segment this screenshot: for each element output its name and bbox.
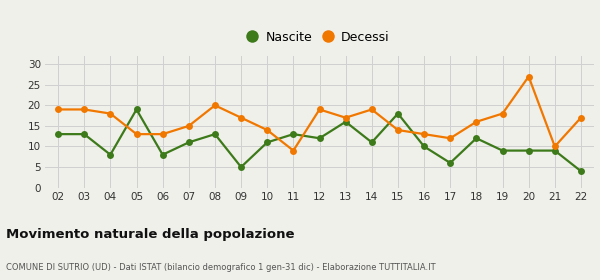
Decessi [368,108,376,111]
Decessi [159,132,166,136]
Decessi [577,116,584,119]
Nascite [238,165,245,169]
Decessi [551,145,559,148]
Nascite [446,161,454,165]
Text: Movimento naturale della popolazione: Movimento naturale della popolazione [6,228,295,241]
Nascite [421,145,428,148]
Decessi [55,108,62,111]
Decessi [238,116,245,119]
Nascite [159,153,166,156]
Decessi [446,137,454,140]
Decessi [342,116,349,119]
Legend: Nascite, Decessi: Nascite, Decessi [244,25,395,49]
Text: COMUNE DI SUTRIO (UD) - Dati ISTAT (bilancio demografico 1 gen-31 dic) - Elabora: COMUNE DI SUTRIO (UD) - Dati ISTAT (bila… [6,263,436,272]
Nascite [211,132,218,136]
Line: Decessi: Decessi [55,73,584,154]
Nascite [290,132,297,136]
Decessi [316,108,323,111]
Line: Nascite: Nascite [55,106,584,175]
Decessi [394,128,401,132]
Nascite [263,141,271,144]
Nascite [185,141,193,144]
Nascite [55,132,62,136]
Decessi [421,132,428,136]
Decessi [185,124,193,128]
Decessi [290,149,297,152]
Nascite [133,108,140,111]
Decessi [133,132,140,136]
Decessi [499,112,506,115]
Nascite [499,149,506,152]
Nascite [342,120,349,123]
Nascite [80,132,88,136]
Decessi [473,120,480,123]
Decessi [107,112,114,115]
Decessi [525,75,532,78]
Decessi [211,104,218,107]
Nascite [394,112,401,115]
Decessi [263,128,271,132]
Nascite [473,137,480,140]
Nascite [551,149,559,152]
Nascite [525,149,532,152]
Nascite [316,137,323,140]
Nascite [577,169,584,173]
Decessi [80,108,88,111]
Nascite [107,153,114,156]
Nascite [368,141,376,144]
